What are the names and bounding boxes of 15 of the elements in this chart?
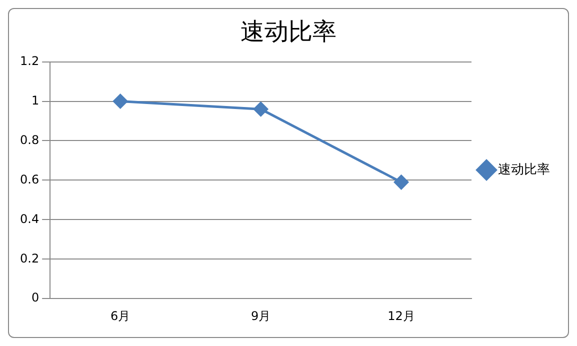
chart-title: 速动比率 xyxy=(240,18,336,46)
point xyxy=(113,94,128,109)
point xyxy=(394,174,409,190)
legend-label: 速动比率 xyxy=(498,161,550,178)
x-tick-label: 12月 xyxy=(388,308,415,323)
y-tick-label: 0 xyxy=(31,290,40,305)
y-tick-label: 0.4 xyxy=(20,212,40,226)
y-tick-label: 1 xyxy=(31,93,40,108)
y-tick-label: 0.8 xyxy=(20,132,40,147)
y-tick-label: 1.2 xyxy=(20,54,40,68)
y-tick-label: 0.6 xyxy=(20,172,40,186)
y-tick-label: 0.2 xyxy=(20,251,40,266)
point xyxy=(254,102,268,116)
x-tick-label: 6月 xyxy=(110,308,130,323)
x-tick-label: 9月 xyxy=(250,308,271,323)
